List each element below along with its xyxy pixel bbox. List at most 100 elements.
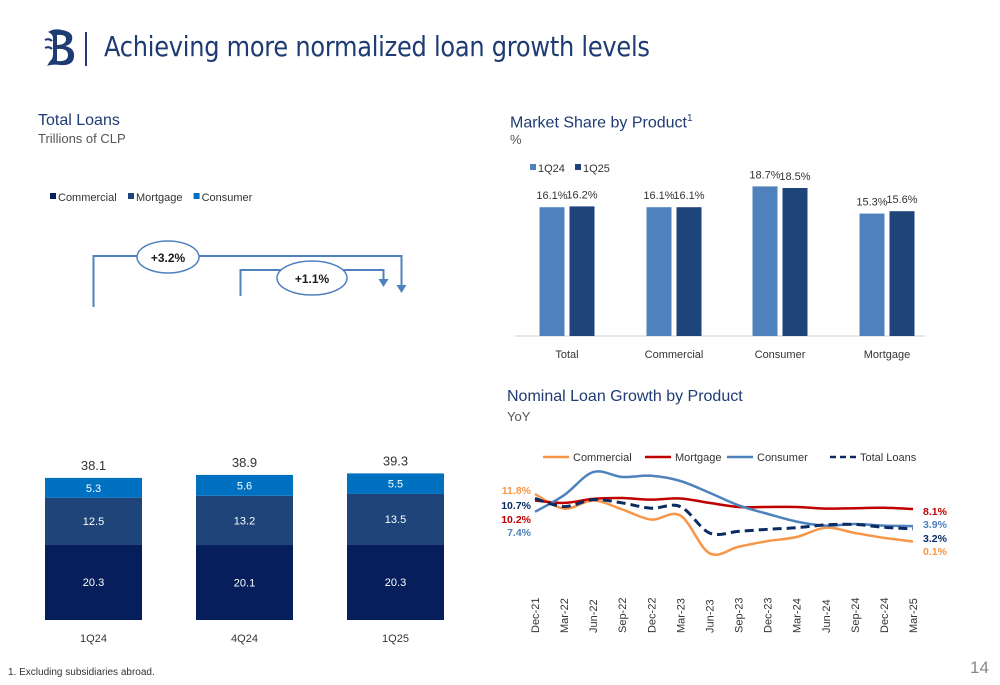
legend-label-commercial: Commercial <box>58 192 117 204</box>
x-tick-label: Consumer <box>755 349 806 361</box>
bar-value-label: 20.1 <box>234 578 255 590</box>
bar-value-label: 5.5 <box>388 479 403 491</box>
bar-1q24-consumer <box>752 186 778 336</box>
bar-data-label: 16.1% <box>643 190 674 202</box>
growth-label-yoy: +3.2% <box>151 251 186 265</box>
line-series-total-loans <box>534 497 914 537</box>
bar-data-label: 18.7% <box>749 169 780 181</box>
bar-segment-commercial-1Q25 <box>347 544 444 620</box>
loan-growth-subtitle: YoY <box>507 409 531 424</box>
bar-segment-commercial-1Q24 <box>45 544 142 620</box>
bar-total-label: 39.3 <box>383 453 408 468</box>
x-tick-label: Dec-21 <box>530 598 542 633</box>
bank-logo-icon <box>44 29 75 66</box>
x-tick-label: Dec-23 <box>763 598 775 633</box>
bar-data-label: 18.5% <box>779 171 810 183</box>
bar-total-label: 38.9 <box>232 455 257 470</box>
legend-swatch-1q24 <box>530 164 536 170</box>
x-tick-label: Commercial <box>645 349 704 361</box>
market-share-chart: 1Q24 1Q2516.1%16.2%Total16.1%16.1%Commerc… <box>515 163 925 361</box>
bar-value-label: 5.6 <box>237 480 252 492</box>
growth-arrowhead-yoy <box>396 285 407 293</box>
loan-growth-title: Nominal Loan Growth by Product <box>507 388 743 405</box>
growth-label-qoq: +1.1% <box>295 272 330 286</box>
bar-segment-mortgage-1Q25 <box>347 493 444 545</box>
bar-segment-consumer-1Q25 <box>347 473 444 494</box>
legend-label-1q25: 1Q25 <box>583 163 610 175</box>
end-value-label: 0.1% <box>923 546 948 558</box>
x-tick-label: Dec-22 <box>646 598 658 633</box>
start-value-label: 10.7% <box>501 500 531 512</box>
bar-total-label: 38.1 <box>81 458 106 473</box>
page-number: 14 <box>970 658 989 677</box>
legend-label-mortgage: Mortgage <box>136 192 182 204</box>
bar-value-label: 20.3 <box>83 577 104 589</box>
growth-connector-yoy <box>92 255 403 307</box>
growth-badge-yoy <box>136 240 200 274</box>
x-tick-label: Sep-24 <box>850 598 862 633</box>
x-tick-label: Mortgage <box>864 349 910 361</box>
legend-label-consumer: Consumer <box>202 192 253 204</box>
line-series-consumer <box>534 470 914 528</box>
page-title: Achieving more normalized loan growth le… <box>104 30 650 63</box>
start-value-label: 7.4% <box>507 527 532 539</box>
end-value-label: 3.2% <box>923 533 948 545</box>
bar-1q25-mortgage <box>889 211 915 336</box>
x-tick-label: Mar-25 <box>908 598 920 633</box>
title-divider <box>85 32 87 66</box>
bar-data-label: 15.6% <box>886 194 917 206</box>
bar-1q25-consumer <box>782 188 808 336</box>
market-share-subtitle: % <box>510 132 522 147</box>
total-loans-subtitle: Trillions of CLP <box>38 131 126 146</box>
x-tick-label: Dec-24 <box>879 598 891 633</box>
legend-label-commercial: Commercial <box>573 452 632 464</box>
bar-data-label: 15.3% <box>856 197 887 209</box>
legend-label-mortgage: Mortgage <box>675 452 721 464</box>
footnote: 1. Excluding subsidiaries abroad. <box>8 667 155 678</box>
bar-segment-mortgage-4Q24 <box>196 495 293 546</box>
bar-data-label: 16.1% <box>673 190 704 202</box>
x-tick-label: Jun-23 <box>704 599 716 633</box>
x-tick-label: 4Q24 <box>231 633 258 645</box>
market-share-title-text: Market Share by Product <box>510 114 687 132</box>
start-value-label: 11.8% <box>502 485 532 497</box>
x-tick-label: Mar-23 <box>675 598 687 633</box>
bar-1q24-commercial <box>646 207 672 336</box>
bar-data-label: 16.1% <box>536 190 567 202</box>
bar-1q24-mortgage <box>859 213 885 336</box>
legend-swatch-1q25 <box>575 164 581 170</box>
start-value-label: 10.2% <box>501 514 531 526</box>
bar-segment-commercial-4Q24 <box>196 545 293 620</box>
bar-value-label: 20.3 <box>385 577 406 589</box>
x-tick-label: Sep-22 <box>617 598 629 633</box>
x-tick-label: Total <box>555 349 578 361</box>
total-loans-title: Total Loans <box>38 112 120 129</box>
x-tick-label: Jun-24 <box>821 599 833 633</box>
x-tick-label: Sep-23 <box>734 598 746 633</box>
bar-value-label: 5.3 <box>86 483 101 495</box>
legend-label-consumer: Consumer <box>757 452 808 464</box>
bar-value-label: 13.2 <box>234 515 255 527</box>
x-tick-label: 1Q25 <box>382 633 409 645</box>
bar-1q24-total <box>539 207 565 336</box>
bar-segment-mortgage-1Q24 <box>45 497 142 545</box>
x-tick-label: Mar-22 <box>559 598 571 633</box>
legend-swatch-commercial <box>50 193 56 199</box>
total-loans-chart: Commercial Mortgage Consumer 20.3 12.5 5.3 38.… <box>45 192 444 645</box>
x-tick-label: Jun-22 <box>588 599 600 633</box>
bar-1q25-commercial <box>676 207 702 336</box>
loan-growth-chart: Commercial Mortgage Consumer Total Loans 11.… <box>501 452 948 633</box>
x-tick-label: 1Q24 <box>80 633 107 645</box>
legend-swatch-consumer <box>193 193 200 199</box>
end-value-label: 3.9% <box>923 519 948 531</box>
bar-value-label: 12.5 <box>83 516 104 528</box>
bar-segment-consumer-1Q24 <box>45 477 142 498</box>
bar-1q25-total <box>569 206 595 336</box>
end-value-label: 8.1% <box>923 506 948 518</box>
legend-swatch-mortgage <box>128 193 134 199</box>
footnote-marker: 1 <box>686 113 693 124</box>
bar-data-label: 16.2% <box>566 189 597 201</box>
x-tick-label: Mar-24 <box>792 598 804 633</box>
bar-value-label: 13.5 <box>385 514 406 526</box>
bar-segment-consumer-4Q24 <box>196 474 293 496</box>
